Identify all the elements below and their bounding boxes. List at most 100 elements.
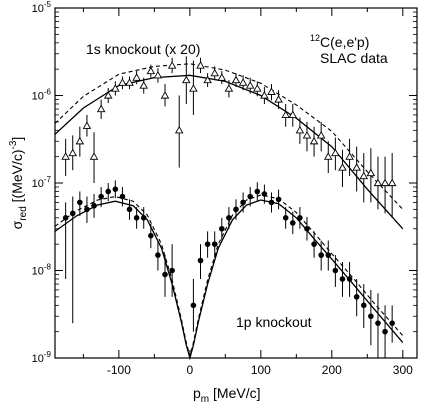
data-point-circle <box>240 199 246 206</box>
data-point-triangle <box>217 73 227 81</box>
data-series <box>61 56 397 358</box>
y-label-superscript: -3 <box>8 140 19 149</box>
data-point-circle <box>261 191 268 197</box>
x-tick-label: -100 <box>107 363 131 377</box>
data-point-triangle <box>210 68 219 77</box>
x-tick-label: 200 <box>322 363 342 377</box>
data-point-circle <box>318 252 324 258</box>
data-point-triangle <box>260 91 269 99</box>
y-tick-exponent: -5 <box>44 0 52 9</box>
data-point-triangle <box>153 70 163 79</box>
y-tick-base: 10 <box>32 266 44 278</box>
data-point-circle <box>304 225 310 232</box>
y-tick-label: 10-7 <box>32 175 52 190</box>
data-point-circle <box>133 215 140 221</box>
data-point-triangle <box>96 104 106 113</box>
data-point-circle <box>62 215 69 221</box>
reaction-isotope: 12 <box>310 33 320 43</box>
reaction-text: C(e,e'p) <box>320 34 369 50</box>
y-tick-base: 10 <box>32 91 44 103</box>
data-point-circle <box>289 220 296 226</box>
series-open-triangle <box>61 56 397 218</box>
y-tick-base: 10 <box>32 3 44 15</box>
plot-frame <box>54 7 418 359</box>
data-point-triangle <box>238 78 248 86</box>
annotation-source: SLAC data <box>320 50 388 66</box>
data-point-circle <box>282 215 289 221</box>
data-point-circle <box>119 193 126 200</box>
data-point-triangle <box>373 178 383 187</box>
data-point-triangle <box>380 178 390 187</box>
data-point-circle <box>204 241 211 247</box>
data-point-triangle <box>309 136 319 145</box>
data-point-circle <box>254 188 261 195</box>
annotation-reaction: 12C(e,e'p) <box>310 33 369 50</box>
data-point-triangle <box>267 87 276 95</box>
x-axis-label: pm [MeV/c] <box>193 385 261 405</box>
data-point-circle <box>353 294 360 300</box>
data-point-triangle <box>182 75 191 84</box>
data-point-circle <box>325 252 332 258</box>
data-point-triangle <box>288 110 298 118</box>
data-point-triangle <box>281 110 290 118</box>
data-point-triangle <box>189 84 198 92</box>
data-point-triangle <box>75 136 85 145</box>
y-label-close: ] <box>9 137 25 141</box>
data-point-circle <box>368 313 374 320</box>
data-point-triangle <box>196 61 205 69</box>
data-point-triangle <box>302 130 312 139</box>
x-tick-label: 100 <box>251 363 271 377</box>
minor-ticks <box>55 8 417 358</box>
dashed-model-curve-1 <box>54 63 404 210</box>
x-tick-label: 0 <box>187 363 194 377</box>
data-point-triangle <box>82 121 92 129</box>
data-point-triangle <box>274 95 283 103</box>
data-point-triangle <box>387 178 397 187</box>
data-point-triangle <box>203 75 212 84</box>
data-point-circle <box>190 302 197 309</box>
y-label-subscript: red <box>18 206 29 220</box>
data-point-circle <box>169 267 175 274</box>
data-point-triangle <box>231 75 241 84</box>
series-filled-circle <box>62 180 395 358</box>
data-point-circle <box>91 202 97 209</box>
data-point-circle <box>162 271 168 278</box>
data-point-circle <box>140 215 147 221</box>
data-point-circle <box>126 206 133 213</box>
data-point-circle <box>226 215 232 221</box>
x-label-subscript: m <box>201 394 209 405</box>
data-point-triangle <box>253 84 262 92</box>
data-point-circle <box>155 252 161 258</box>
data-point-triangle <box>295 125 305 134</box>
y-tick-label: 10-6 <box>32 88 52 103</box>
data-point-circle <box>98 193 104 200</box>
data-point-triangle <box>331 148 340 157</box>
annotation-1s: 1s knockout (x 20) <box>86 41 200 57</box>
data-point-triangle <box>103 91 113 99</box>
data-point-circle <box>311 241 317 247</box>
data-point-circle <box>112 186 119 192</box>
data-point-triangle <box>68 148 78 157</box>
annotation-1p: 1p knockout <box>236 314 312 330</box>
data-point-triangle <box>366 168 376 177</box>
data-point-circle <box>77 199 83 206</box>
data-point-triangle <box>61 152 70 160</box>
data-point-triangle <box>132 73 141 81</box>
data-point-circle <box>297 215 303 221</box>
y-tick-exponent: -8 <box>44 263 52 272</box>
data-point-circle <box>69 210 76 217</box>
data-point-triangle <box>174 125 184 134</box>
data-point-circle <box>339 276 346 282</box>
data-point-triangle <box>89 152 99 160</box>
data-point-circle <box>84 206 90 213</box>
data-point-circle <box>375 320 381 326</box>
data-point-triangle <box>167 61 177 69</box>
data-point-triangle <box>146 66 156 75</box>
data-point-triangle <box>352 163 361 171</box>
y-label-symbol: σ <box>9 220 25 229</box>
data-point-triangle <box>125 78 134 86</box>
data-point-circle <box>382 328 388 335</box>
data-point-triangle <box>111 84 120 92</box>
data-point-circle <box>148 232 154 239</box>
